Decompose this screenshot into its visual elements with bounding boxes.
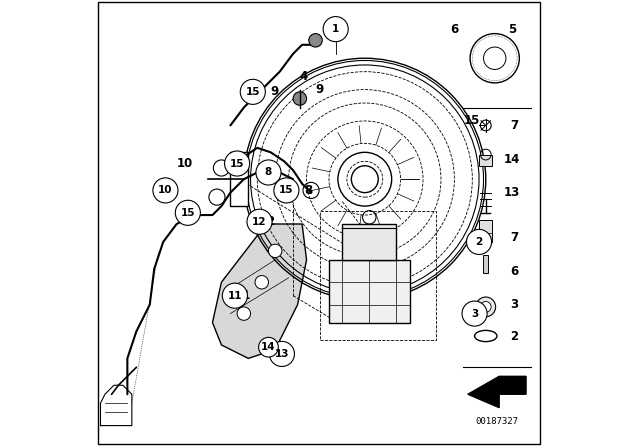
- Bar: [320, 211, 436, 340]
- Polygon shape: [212, 224, 307, 358]
- Circle shape: [256, 160, 281, 185]
- Text: 15: 15: [246, 87, 260, 97]
- Text: 15: 15: [279, 185, 294, 195]
- Bar: [479, 220, 493, 242]
- Text: 6: 6: [450, 22, 458, 36]
- Text: 15: 15: [180, 208, 195, 218]
- Text: 5: 5: [508, 22, 516, 36]
- Circle shape: [225, 151, 250, 176]
- Circle shape: [269, 244, 282, 258]
- Text: 13: 13: [275, 349, 289, 359]
- Circle shape: [255, 276, 269, 289]
- Circle shape: [323, 17, 348, 42]
- Text: 3: 3: [511, 298, 518, 311]
- Text: 00187327: 00187327: [476, 417, 518, 426]
- Circle shape: [153, 178, 178, 203]
- Text: 13: 13: [504, 186, 520, 199]
- Circle shape: [269, 341, 294, 366]
- Text: 6: 6: [511, 264, 518, 278]
- Circle shape: [175, 200, 200, 225]
- Text: 15: 15: [463, 114, 480, 128]
- Circle shape: [240, 79, 266, 104]
- Text: 9: 9: [271, 85, 279, 99]
- Bar: [230, 152, 248, 206]
- Text: 10: 10: [177, 157, 193, 170]
- FancyBboxPatch shape: [342, 224, 396, 260]
- Text: 7: 7: [511, 119, 518, 132]
- Text: 9: 9: [316, 83, 324, 96]
- FancyBboxPatch shape: [479, 155, 493, 166]
- Text: 11: 11: [228, 291, 242, 301]
- Text: 2: 2: [476, 237, 483, 247]
- Text: 14: 14: [504, 152, 520, 166]
- Circle shape: [222, 283, 248, 308]
- Text: 8: 8: [305, 184, 312, 197]
- Text: 1: 1: [332, 24, 339, 34]
- Text: 11: 11: [235, 289, 251, 302]
- Circle shape: [237, 307, 251, 320]
- Text: 12: 12: [260, 215, 276, 228]
- Text: 8: 8: [265, 168, 272, 177]
- Circle shape: [476, 297, 495, 317]
- Circle shape: [462, 301, 487, 326]
- Circle shape: [247, 209, 272, 234]
- Bar: [483, 255, 488, 273]
- Circle shape: [467, 229, 492, 254]
- Text: 12: 12: [252, 217, 267, 227]
- Text: 3: 3: [471, 309, 478, 319]
- Text: 4: 4: [300, 69, 308, 83]
- Text: 7: 7: [511, 231, 518, 244]
- Circle shape: [259, 337, 278, 357]
- Text: 2: 2: [511, 329, 518, 343]
- Text: 10: 10: [158, 185, 173, 195]
- FancyBboxPatch shape: [329, 260, 410, 323]
- Circle shape: [481, 302, 491, 312]
- Circle shape: [308, 34, 323, 47]
- Text: 15: 15: [230, 159, 244, 168]
- Circle shape: [274, 178, 299, 203]
- Text: 14: 14: [261, 342, 276, 352]
- Circle shape: [293, 92, 307, 105]
- Polygon shape: [468, 376, 526, 408]
